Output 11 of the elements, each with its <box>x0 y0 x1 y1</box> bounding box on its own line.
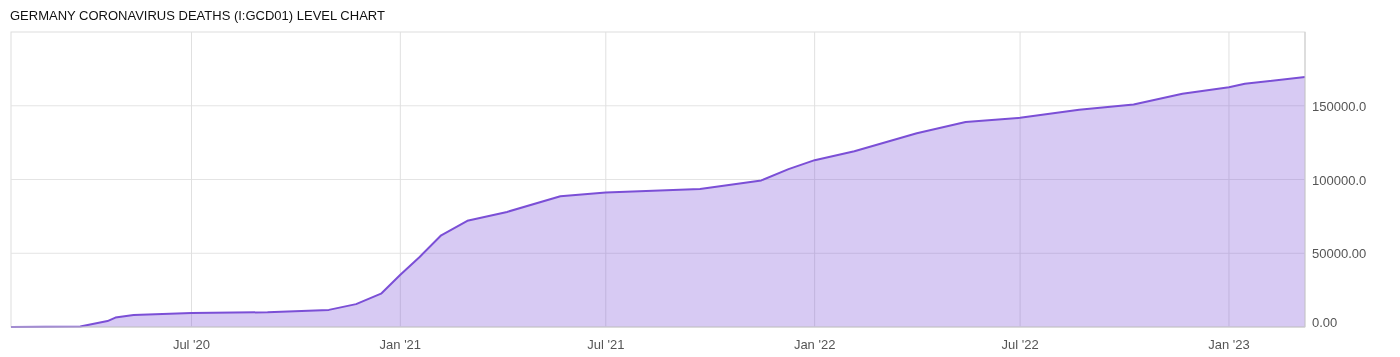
y-tick-label: 0.00 <box>1312 315 1338 330</box>
y-tick-label: 150000.0 <box>1312 98 1367 114</box>
x-tick-label: Jul '22 <box>1001 337 1039 352</box>
y-tick-label: 100000.0 <box>1312 172 1367 188</box>
x-tick-label: Jan '21 <box>379 337 422 352</box>
x-tick-label: Jul '21 <box>587 337 625 352</box>
y-tick-label: 50000.00 <box>1312 246 1367 262</box>
x-tick-label: Jan '23 <box>1208 337 1250 352</box>
chart-title: GERMANY CORONAVIRUS DEATHS (I:GCD01) LEVEL CHART <box>10 8 385 23</box>
x-tick-label: Jul '20 <box>172 337 211 352</box>
x-tick-label: Jan '22 <box>793 337 836 352</box>
